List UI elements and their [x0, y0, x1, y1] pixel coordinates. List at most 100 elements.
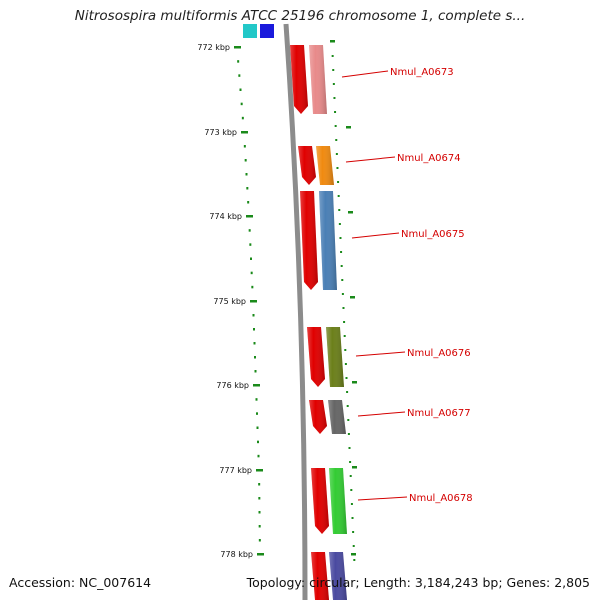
- gene-2[interactable]: Nmul_A0674: [298, 146, 461, 185]
- gene-bar-shade: [329, 468, 347, 534]
- outer-minor-tick: [338, 209, 341, 211]
- gene-label[interactable]: Nmul_A0674: [397, 153, 461, 164]
- minor-tick: [258, 511, 261, 514]
- gene-bar-shade: [319, 191, 337, 290]
- gene-bar-shade: [316, 146, 334, 185]
- gene-1[interactable]: Nmul_A0673: [290, 45, 454, 114]
- tick-label: 773 kbp: [204, 128, 237, 137]
- gene-bar-shade: [329, 552, 347, 600]
- gene-label[interactable]: Nmul_A0678: [409, 493, 473, 504]
- minor-tick: [255, 398, 258, 401]
- outer-minor-tick: [331, 55, 334, 57]
- minor-tick: [248, 229, 251, 232]
- tick-label: 772 kbp: [197, 43, 230, 52]
- minor-tick: [258, 483, 261, 486]
- minor-tick: [253, 342, 256, 345]
- major-tick: [246, 215, 253, 218]
- outer-minor-tick: [335, 153, 338, 155]
- cds-arrow-shade: [311, 552, 329, 600]
- gene-4[interactable]: Nmul_A0676: [307, 327, 471, 387]
- outer-minor-tick: [337, 195, 340, 197]
- cds-arrow-shade: [290, 45, 308, 114]
- genome-stats-text: Topology: circular; Length: 3,184,243 bp…: [246, 575, 590, 590]
- cds-arrow-shade: [307, 327, 325, 387]
- outer-minor-tick: [343, 321, 346, 323]
- outer-minor-tick: [336, 167, 339, 169]
- minor-tick: [258, 497, 261, 500]
- outer-tick: [350, 296, 355, 299]
- gene-label[interactable]: Nmul_A0676: [407, 348, 471, 359]
- cds-arrow-shade: [309, 400, 327, 434]
- outer-minor-tick: [353, 559, 356, 561]
- gene-5[interactable]: Nmul_A0677: [309, 400, 471, 434]
- major-tick: [250, 300, 257, 303]
- cds-arrow-shade: [300, 191, 318, 290]
- cds-arrow-shade: [298, 146, 316, 185]
- label-leader-line: [357, 496, 408, 501]
- major-tick: [253, 384, 260, 387]
- outer-minor-tick: [334, 111, 337, 113]
- partial-feature-blue[interactable]: [260, 24, 274, 38]
- major-tick: [234, 46, 241, 49]
- tick-label: 775 kbp: [213, 297, 246, 306]
- outer-minor-tick: [347, 419, 350, 421]
- minor-tick: [244, 159, 247, 162]
- tick-label: 777 kbp: [219, 466, 252, 475]
- outer-minor-tick: [335, 139, 338, 141]
- outer-tick: [351, 553, 356, 556]
- outer-minor-tick: [343, 335, 346, 337]
- outer-minor-tick: [341, 293, 344, 295]
- outer-minor-tick: [346, 391, 349, 393]
- map-title: Nitrosospira multiformis ATCC 25196 chro…: [74, 8, 526, 24]
- outer-minor-tick: [345, 377, 348, 379]
- gene-7[interactable]: [311, 552, 347, 600]
- minor-tick: [254, 356, 256, 359]
- outer-tick: [330, 40, 335, 43]
- minor-tick: [250, 271, 253, 275]
- minor-tick: [238, 74, 241, 77]
- major-tick: [241, 131, 248, 134]
- label-leader-line: [341, 70, 389, 78]
- minor-tick: [239, 88, 242, 91]
- minor-tick: [256, 412, 258, 415]
- minor-tick: [253, 328, 255, 331]
- tick-label: 776 kbp: [216, 381, 249, 390]
- gene-6[interactable]: Nmul_A0678: [311, 468, 473, 534]
- minor-tick: [257, 454, 260, 458]
- chromosome-backbone: [283, 23, 308, 600]
- minor-tick: [241, 116, 244, 120]
- minor-tick: [258, 525, 261, 528]
- gene-bar-shade: [326, 327, 344, 387]
- outer-minor-tick: [349, 475, 352, 477]
- outer-tick: [348, 211, 353, 214]
- outer-minor-tick: [350, 489, 353, 491]
- partial-feature-cyan[interactable]: [243, 24, 257, 38]
- outer-minor-tick: [334, 125, 337, 127]
- outer-minor-tick: [339, 237, 342, 239]
- label-leader-line: [345, 156, 396, 163]
- outer-minor-tick: [332, 83, 335, 85]
- outer-minor-tick: [333, 97, 336, 99]
- gene-label[interactable]: Nmul_A0673: [390, 67, 454, 78]
- outer-minor-tick: [346, 405, 349, 407]
- outer-minor-tick: [340, 265, 343, 267]
- minor-tick: [252, 314, 255, 317]
- label-leader-line: [351, 232, 400, 239]
- tick-label: 778 kbp: [220, 550, 253, 559]
- outer-minor-tick: [344, 363, 347, 365]
- scale-ticks: 772 kbp 773 kbp 774 kbp 775 kbp 776 kbp 777 k…: [197, 40, 357, 561]
- gene-3[interactable]: Nmul_A0675: [300, 191, 465, 290]
- minor-tick: [245, 173, 248, 176]
- outer-minor-tick: [337, 181, 340, 183]
- gene-bar-shade: [328, 400, 346, 434]
- gene-label[interactable]: Nmul_A0675: [401, 229, 465, 240]
- gene-label[interactable]: Nmul_A0677: [407, 408, 471, 419]
- major-tick: [256, 469, 263, 472]
- label-leader-line: [355, 351, 406, 357]
- minor-tick: [254, 370, 257, 373]
- minor-tick: [247, 201, 250, 204]
- outer-minor-tick: [344, 349, 347, 351]
- minor-tick: [258, 539, 261, 542]
- outer-minor-tick: [352, 531, 355, 533]
